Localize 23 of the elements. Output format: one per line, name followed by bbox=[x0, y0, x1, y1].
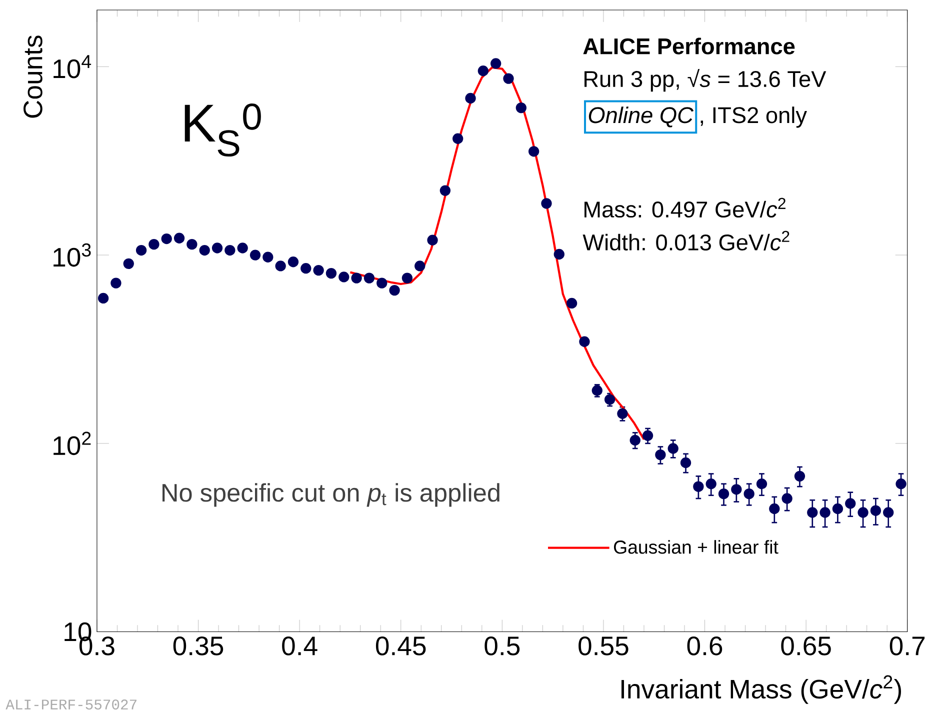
x-tick-label: 0.65 bbox=[781, 636, 831, 656]
x-tick-label: 0.4 bbox=[282, 636, 318, 656]
x-tick-label: 0.35 bbox=[173, 636, 224, 656]
annotation: K$_{S}$0 bbox=[184, 104, 261, 157]
legend-label: Gaussian + linear fit bbox=[614, 540, 778, 554]
y-tick-label: 10$^{4}$ bbox=[54, 55, 92, 78]
annotation: Run 3 pp, √s = 13.6 TeV bbox=[584, 69, 826, 92]
x-axis-title: Invariant Mass (GeV/c$^{2}$) bbox=[621, 675, 901, 704]
x-tick-label: 0.55 bbox=[578, 636, 628, 656]
y-tick-label: 10$^{2}$ bbox=[54, 432, 91, 456]
y-axis-title: Counts bbox=[24, 36, 42, 118]
annotation: , ITS2 only bbox=[700, 106, 807, 128]
x-tick-label: 0.7 bbox=[890, 636, 925, 656]
annotation: Online QC bbox=[588, 106, 694, 128]
x-tick-label: 0.5 bbox=[484, 636, 520, 656]
annotation: ALICE Performance bbox=[583, 38, 795, 55]
x-tick-label: 0.45 bbox=[376, 636, 426, 656]
y-tick-label: 10$^{3}$ bbox=[54, 244, 91, 267]
x-tick-label: 0.6 bbox=[687, 636, 722, 656]
annotation: Mass: 0.497 GeV/c$^{2}$ bbox=[584, 198, 786, 218]
text: ALI-PERF-557027 bbox=[6, 700, 136, 710]
annotation: Width: 0.013 GeV/c$^{2}$ bbox=[582, 230, 790, 251]
annotation: No specific cut on p$_{t}$ is applied bbox=[162, 483, 500, 507]
